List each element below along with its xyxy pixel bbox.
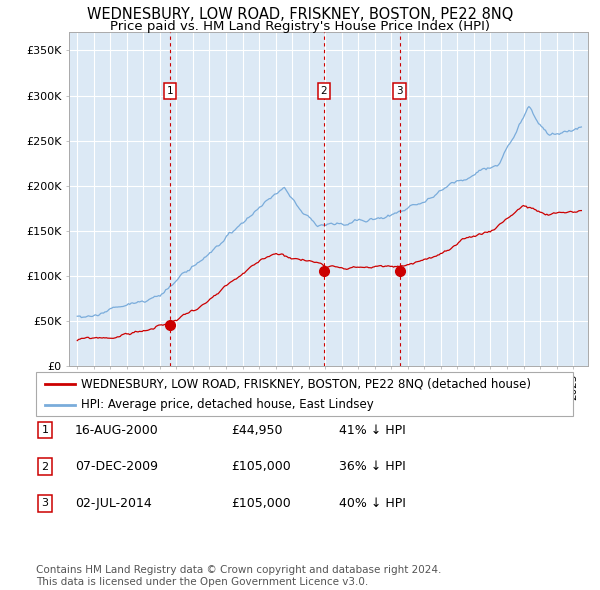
Text: Contains HM Land Registry data © Crown copyright and database right 2024.
This d: Contains HM Land Registry data © Crown c… [36,565,442,587]
Text: HPI: Average price, detached house, East Lindsey: HPI: Average price, detached house, East… [81,398,374,411]
Text: 16-AUG-2000: 16-AUG-2000 [75,424,159,437]
Text: £105,000: £105,000 [231,497,291,510]
Text: 3: 3 [396,86,403,96]
Text: £105,000: £105,000 [231,460,291,473]
Text: £44,950: £44,950 [231,424,283,437]
Text: 02-JUL-2014: 02-JUL-2014 [75,497,152,510]
Text: 1: 1 [41,425,49,435]
Text: 1: 1 [167,86,173,96]
Text: WEDNESBURY, LOW ROAD, FRISKNEY, BOSTON, PE22 8NQ: WEDNESBURY, LOW ROAD, FRISKNEY, BOSTON, … [87,7,513,22]
Text: 2: 2 [41,462,49,471]
Text: 40% ↓ HPI: 40% ↓ HPI [339,497,406,510]
Text: 36% ↓ HPI: 36% ↓ HPI [339,460,406,473]
Text: 41% ↓ HPI: 41% ↓ HPI [339,424,406,437]
Text: 2: 2 [320,86,327,96]
Text: 3: 3 [41,499,49,508]
Text: WEDNESBURY, LOW ROAD, FRISKNEY, BOSTON, PE22 8NQ (detached house): WEDNESBURY, LOW ROAD, FRISKNEY, BOSTON, … [81,377,531,390]
Text: 07-DEC-2009: 07-DEC-2009 [75,460,158,473]
Text: Price paid vs. HM Land Registry's House Price Index (HPI): Price paid vs. HM Land Registry's House … [110,20,490,33]
